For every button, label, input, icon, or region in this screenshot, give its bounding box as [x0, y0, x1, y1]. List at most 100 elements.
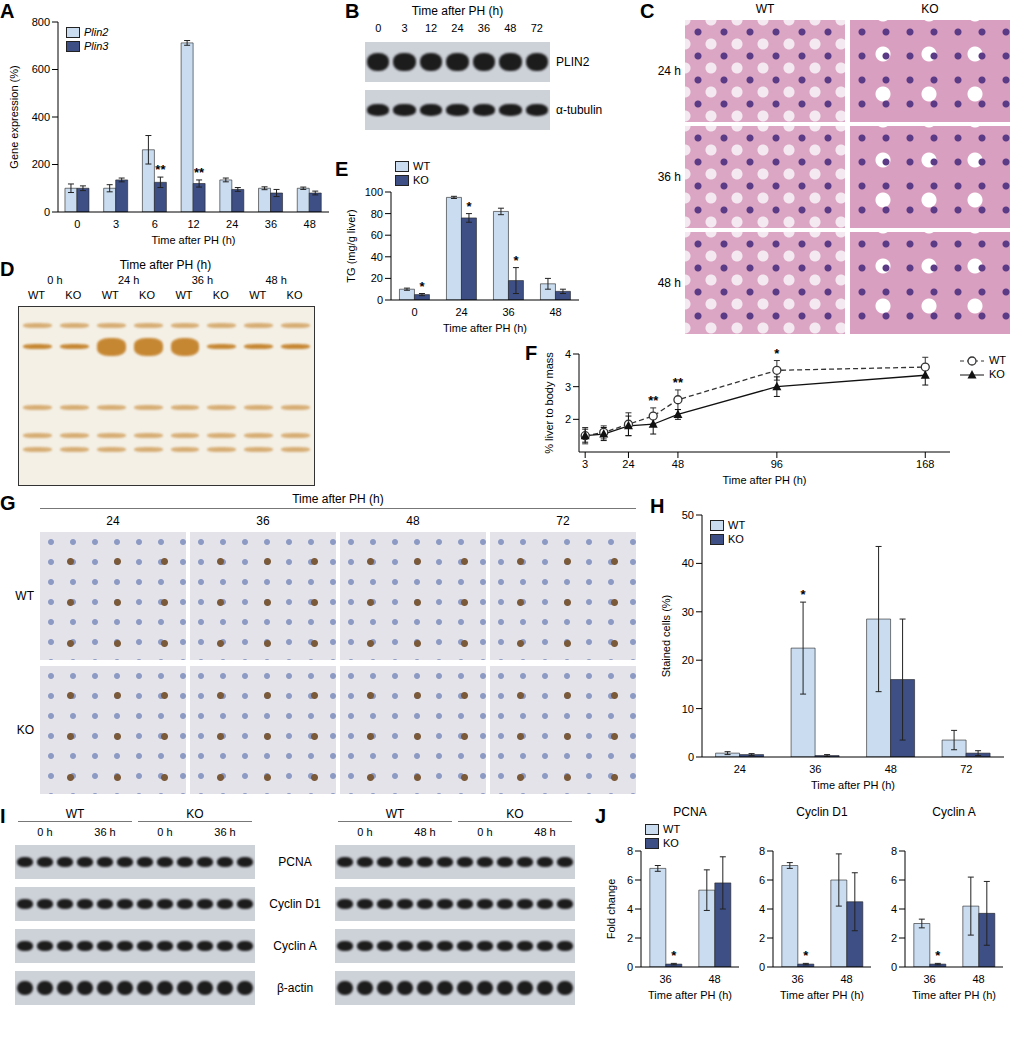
svg-text:36: 36: [502, 306, 514, 318]
svg-text:40: 40: [371, 251, 383, 263]
svg-text:*: *: [513, 253, 519, 268]
svg-text:24: 24: [226, 218, 238, 230]
svg-text:400: 400: [32, 111, 50, 123]
svg-text:100: 100: [365, 186, 383, 198]
svg-text:36: 36: [659, 973, 671, 985]
html-text:WT: WT: [755, 2, 775, 16]
svg-text:36: 36: [809, 763, 821, 775]
svg-text:**: **: [155, 162, 166, 177]
svg-text:36: 36: [923, 973, 935, 985]
svg-text:Stained cells (%): Stained cells (%): [660, 595, 672, 678]
svg-text:8: 8: [759, 845, 765, 857]
svg-text:2: 2: [891, 932, 897, 944]
svg-text:*: *: [803, 948, 809, 963]
svg-text:200: 200: [32, 158, 50, 170]
html-text:PLIN2: PLIN2: [556, 55, 590, 69]
svg-text:Time after PH (h): Time after PH (h): [648, 989, 732, 1001]
html-text:H: H: [650, 495, 665, 517]
svg-text:Time after PH (h): Time after PH (h): [780, 989, 864, 1001]
svg-text:TG (mg/g liver): TG (mg/g liver): [345, 209, 357, 282]
svg-text:Time after PH (h): Time after PH (h): [811, 779, 895, 791]
html-text:A: A: [0, 0, 15, 22]
svg-text:4: 4: [891, 903, 897, 915]
svg-text:6: 6: [891, 874, 897, 886]
svg-text:0: 0: [411, 306, 417, 318]
svg-text:60: 60: [371, 229, 383, 241]
svg-text:0: 0: [891, 961, 897, 973]
html-text:G: G: [0, 492, 16, 514]
html-text:Time after PH (h): Time after PH (h): [119, 258, 212, 272]
svg-text:*: *: [801, 587, 807, 602]
svg-text:2: 2: [565, 413, 571, 425]
svg-text:0: 0: [627, 961, 633, 973]
svg-text:8: 8: [627, 845, 633, 857]
html-text:α-tubulin: α-tubulin: [556, 103, 603, 117]
svg-text:50: 50: [682, 509, 694, 521]
svg-text:4: 4: [627, 903, 633, 915]
svg-text:0: 0: [44, 206, 50, 218]
svg-text:0: 0: [759, 961, 765, 973]
svg-text:30: 30: [682, 606, 694, 618]
svg-text:24: 24: [734, 763, 746, 775]
svg-text:4: 4: [759, 903, 765, 915]
svg-text:6: 6: [759, 874, 765, 886]
html-text:48 h: 48 h: [657, 276, 681, 290]
svg-text:2: 2: [759, 932, 765, 944]
svg-text:3: 3: [565, 381, 571, 393]
svg-text:3: 3: [582, 458, 588, 470]
svg-text:Time after PH (h): Time after PH (h): [443, 322, 527, 334]
svg-text:72: 72: [960, 763, 972, 775]
html-text:KO: KO: [921, 2, 939, 16]
svg-text:40: 40: [682, 557, 694, 569]
svg-text:**: **: [648, 393, 659, 408]
svg-text:24: 24: [622, 458, 634, 470]
svg-text:48: 48: [972, 973, 984, 985]
html-text:B: B: [345, 0, 360, 22]
svg-text:Fold change: Fold change: [605, 879, 617, 940]
html-text:C: C: [640, 0, 655, 22]
svg-text:3: 3: [113, 218, 119, 230]
svg-text:0: 0: [74, 218, 80, 230]
svg-text:6: 6: [627, 874, 633, 886]
svg-text:*: *: [935, 948, 941, 963]
svg-text:800: 800: [32, 16, 50, 28]
svg-text:20: 20: [371, 272, 383, 284]
svg-text:48: 48: [672, 458, 684, 470]
svg-text:24: 24: [455, 306, 467, 318]
svg-text:Time after PH (h): Time after PH (h): [152, 234, 236, 246]
html-text:24 h: 24 h: [657, 64, 681, 78]
svg-text:*: *: [466, 199, 472, 214]
svg-text:12: 12: [187, 218, 199, 230]
html-text:Time after PH (h): Time after PH (h): [411, 4, 504, 18]
svg-text:80: 80: [371, 208, 383, 220]
svg-text:48: 48: [708, 973, 720, 985]
svg-text:**: **: [673, 375, 684, 390]
svg-text:48: 48: [885, 763, 897, 775]
svg-text:0: 0: [688, 751, 694, 763]
svg-text:20: 20: [682, 654, 694, 666]
svg-text:96: 96: [771, 458, 783, 470]
svg-text:Gene expression (%): Gene expression (%): [8, 65, 20, 168]
svg-text:48: 48: [840, 973, 852, 985]
svg-text:*: *: [774, 346, 780, 361]
svg-text:**: **: [194, 165, 205, 180]
html-text:D: D: [0, 258, 15, 280]
svg-text:36: 36: [791, 973, 803, 985]
svg-text:4: 4: [565, 348, 571, 360]
svg-text:2: 2: [627, 932, 633, 944]
svg-text:8: 8: [891, 845, 897, 857]
svg-text:% liver to body mass: % liver to body mass: [543, 352, 555, 454]
svg-text:10: 10: [682, 703, 694, 715]
svg-text:168: 168: [916, 458, 934, 470]
svg-text:48: 48: [304, 218, 316, 230]
svg-text:48: 48: [549, 306, 561, 318]
svg-text:36: 36: [265, 218, 277, 230]
svg-text:*: *: [419, 279, 425, 294]
svg-text:Time after PH (h): Time after PH (h): [912, 989, 996, 1001]
svg-text:0: 0: [377, 294, 383, 306]
html-text:36 h: 36 h: [657, 170, 681, 184]
svg-text:Time after PH (h): Time after PH (h): [723, 474, 807, 486]
svg-text:6: 6: [152, 218, 158, 230]
svg-text:*: *: [671, 948, 677, 963]
svg-text:600: 600: [32, 63, 50, 75]
